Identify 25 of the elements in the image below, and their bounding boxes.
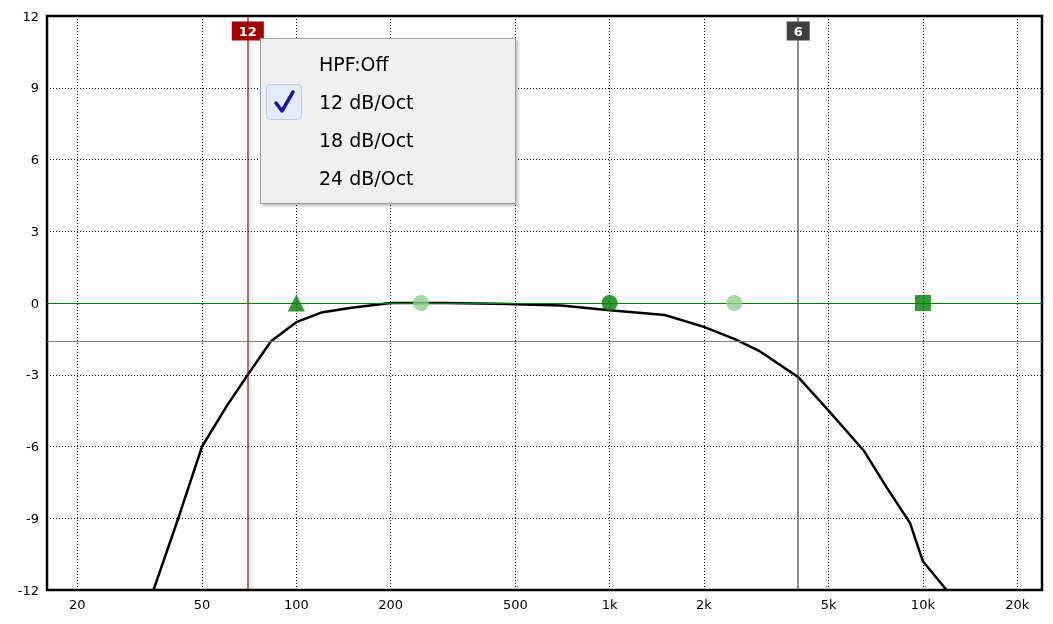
x-tick-label: 50 (193, 597, 211, 612)
annotation: HPF:Off (319, 53, 389, 75)
x-tick-label: 2k (696, 597, 713, 612)
y-tick-label: -6 (26, 439, 39, 454)
annotation: 24 dB/Oct (319, 167, 414, 189)
x-tick-label: 5k (820, 597, 837, 612)
x-tick-label: 1k (601, 597, 618, 612)
x-tick-label: 500 (502, 597, 528, 612)
x-tick-label: 200 (378, 597, 404, 612)
y-tick-label: 12 (22, 8, 39, 24)
annotation: 18 dB/Oct (319, 129, 414, 151)
y-tick-label: 9 (30, 80, 39, 96)
x-tick-label: 100 (283, 597, 309, 612)
annotation: 12 dB/Oct (319, 91, 414, 113)
annotation: 12 (238, 23, 257, 39)
y-tick-label: 0 (30, 295, 39, 311)
x-tick-label: 20k (1005, 597, 1030, 612)
y-tick-label: -3 (26, 367, 39, 383)
annotation: 6 (793, 23, 803, 39)
y-tick-label: 3 (30, 223, 39, 239)
y-tick-label: -9 (26, 510, 39, 526)
y-tick-label: 6 (30, 152, 39, 167)
x-tick-label: 10k (910, 597, 936, 612)
x-tick-label: 20 (69, 597, 86, 612)
y-tick-label: -12 (17, 582, 39, 598)
